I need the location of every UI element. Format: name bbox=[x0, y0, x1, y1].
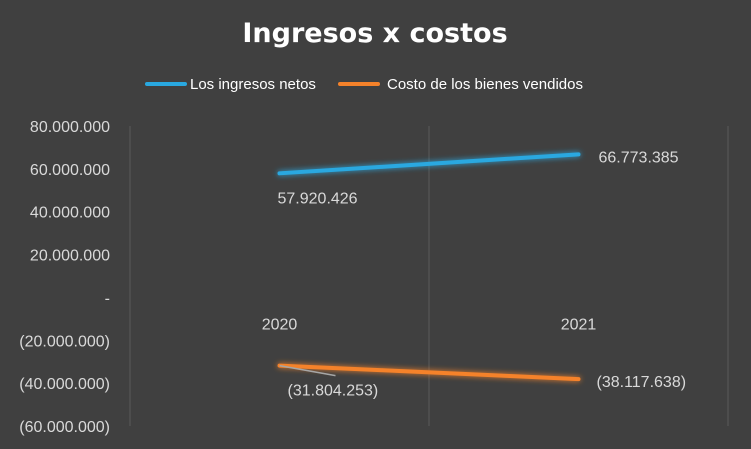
gridlines bbox=[129, 126, 729, 426]
series-line-1 bbox=[277, 363, 581, 382]
chart-title: Ingresos x costos bbox=[242, 18, 507, 49]
x-tick-label: 2021 bbox=[561, 316, 597, 333]
x-axis: 2020 2021 bbox=[262, 316, 597, 333]
y-tick-label: 40.000.000 bbox=[30, 205, 110, 222]
y-axis: 80.000.000 60.000.000 40.000.000 20.000.000… bbox=[19, 119, 110, 436]
series-group bbox=[277, 152, 581, 382]
data-label-leader bbox=[279, 364, 336, 377]
data-label: 57.920.426 bbox=[278, 190, 358, 207]
y-tick-label: (60.000.000) bbox=[19, 419, 110, 436]
y-tick-label: 80.000.000 bbox=[30, 119, 110, 136]
y-tick-label: 60.000.000 bbox=[30, 162, 110, 179]
y-tick-label: (20.000.000) bbox=[19, 333, 110, 350]
data-labels: 57.920.426 66.773.385 (31.804.253) (38.117.… bbox=[278, 149, 687, 399]
y-tick-label: 20.000.000 bbox=[30, 248, 110, 265]
data-label: (31.804.253) bbox=[288, 383, 379, 400]
data-label: (38.117.638) bbox=[597, 374, 687, 391]
legend-label: Costo de los bienes vendidos bbox=[387, 76, 583, 93]
legend: Los ingresos netos Costo de los bienes ve… bbox=[145, 76, 583, 93]
y-tick-label: - bbox=[105, 290, 110, 307]
legend-label: Los ingresos netos bbox=[190, 76, 316, 93]
series-line-0 bbox=[277, 152, 581, 176]
x-tick-label: 2020 bbox=[262, 316, 298, 333]
data-label: 66.773.385 bbox=[599, 149, 679, 166]
y-tick-label: (40.000.000) bbox=[19, 376, 110, 393]
